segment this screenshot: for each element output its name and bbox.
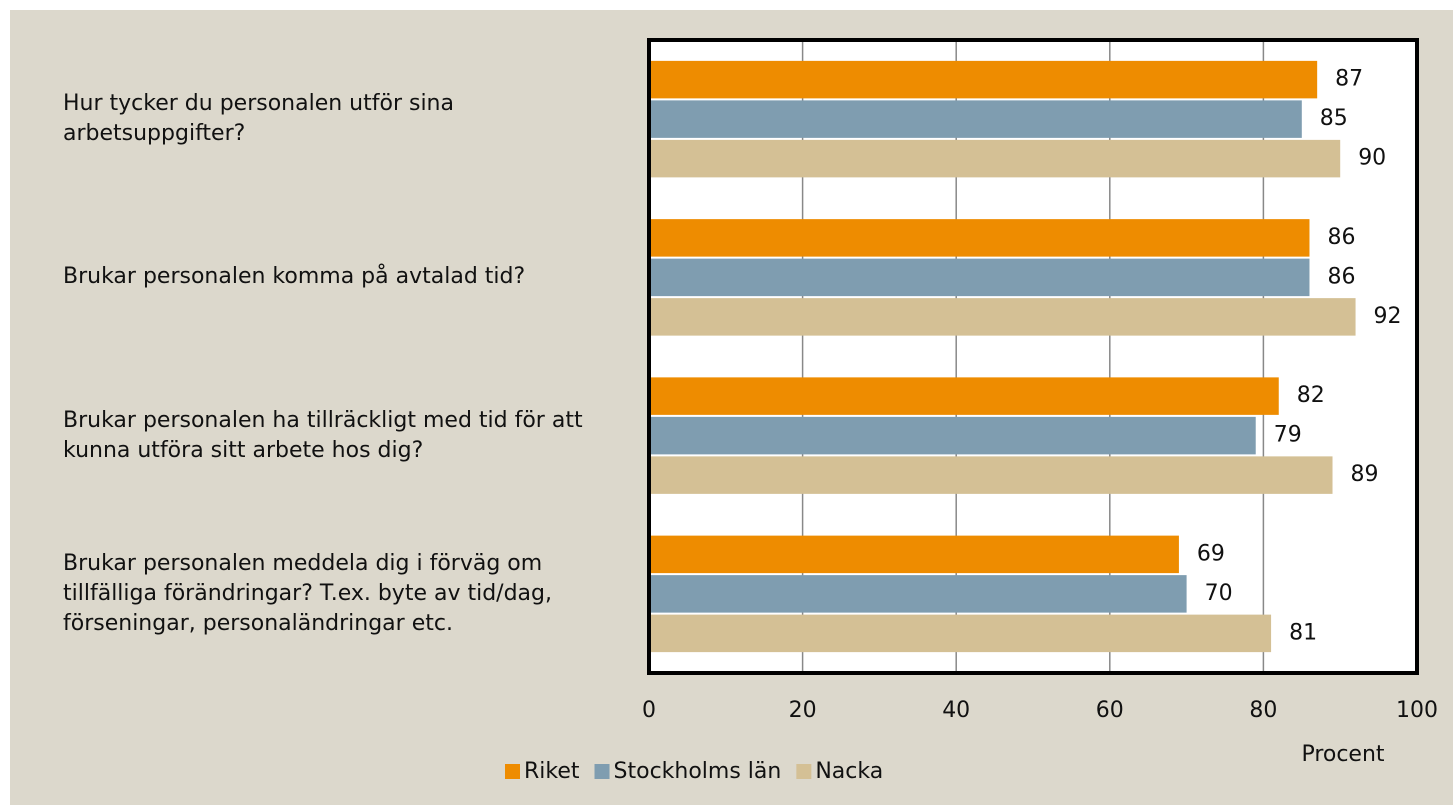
legend-swatch — [594, 764, 610, 779]
bar — [649, 575, 1187, 613]
data-label: 89 — [1351, 462, 1379, 487]
data-label: 81 — [1289, 620, 1317, 645]
bar — [649, 535, 1179, 574]
x-axis-label: Procent — [1301, 742, 1384, 767]
legend-swatch — [796, 764, 812, 779]
bar — [649, 416, 1256, 455]
legend-swatch — [505, 764, 520, 779]
plot-border — [647, 38, 1419, 675]
bar — [649, 614, 1272, 653]
x-tick-label: 20 — [789, 698, 817, 723]
data-label: 90 — [1358, 146, 1386, 171]
x-tick-label: 0 — [642, 698, 656, 723]
x-tick-label: 40 — [942, 698, 970, 723]
y-tick-label: Brukar personalen meddela dig i förväg o… — [63, 550, 552, 636]
y-tick-label: Brukar personalen komma på avtalad tid? — [63, 264, 526, 290]
data-label: 87 — [1335, 67, 1363, 92]
data-label: 79 — [1274, 423, 1302, 448]
data-label: 92 — [1374, 304, 1402, 329]
bar — [649, 456, 1333, 494]
bar — [649, 100, 1302, 138]
data-label: 70 — [1205, 581, 1233, 606]
data-label: 86 — [1327, 264, 1355, 289]
bar — [649, 377, 1279, 415]
x-tick-label: 80 — [1249, 698, 1277, 723]
x-tick-label: 100 — [1396, 698, 1438, 723]
bar — [649, 298, 1356, 336]
data-label: 85 — [1320, 106, 1348, 131]
bar — [649, 139, 1341, 178]
data-label: 69 — [1197, 541, 1225, 566]
legend-label: Riket — [524, 759, 580, 784]
legend-label: Nacka — [815, 759, 883, 784]
bar — [649, 60, 1318, 99]
x-tick-label: 60 — [1096, 698, 1124, 723]
y-tick-label: Hur tycker du personalen utför sina arbe… — [63, 91, 454, 147]
data-label: 86 — [1327, 225, 1355, 250]
bar — [649, 258, 1310, 297]
y-tick-label: Brukar personalen ha tillräckligt med ti… — [63, 407, 583, 463]
data-label: 82 — [1297, 383, 1325, 408]
bar — [649, 219, 1310, 257]
legend-label: Stockholms län — [614, 759, 782, 784]
